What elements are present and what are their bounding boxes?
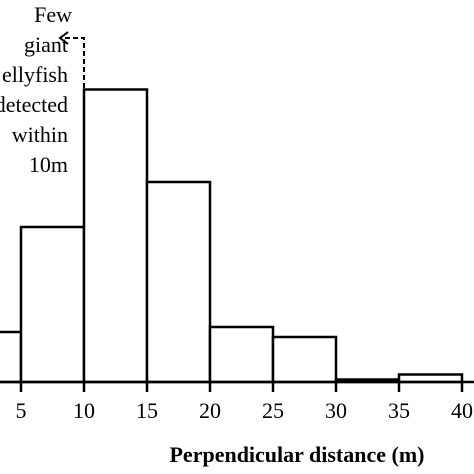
x-tick-label-40: 40 — [451, 398, 473, 423]
annotation-arrowhead — [58, 31, 69, 45]
bar-10-15 — [82, 88, 149, 384]
x-tick-label-5: 5 — [16, 398, 27, 423]
x-axis-label: Perpendicular distance (m) — [169, 442, 424, 467]
annotation-line-5: 10m — [29, 152, 68, 177]
bars-group — [0, 88, 464, 384]
bar-0-5 — [0, 330, 23, 384]
annotation-line-3: detected — [0, 92, 68, 117]
x-tick-label-25: 25 — [262, 398, 284, 423]
x-tick-label-10: 10 — [73, 398, 95, 423]
x-tick-group: 5 10 15 20 25 30 35 40 — [16, 382, 473, 423]
annotation-line-1: giant — [24, 32, 68, 57]
bar-15-20 — [145, 180, 212, 384]
bar-5-10 — [19, 225, 86, 384]
bar-25-30 — [271, 335, 338, 384]
annotation-arrow-line — [62, 37, 85, 88]
annotation-line-4: within — [12, 122, 68, 147]
x-tick-label-15: 15 — [136, 398, 158, 423]
x-tick-label-30: 30 — [325, 398, 347, 423]
x-tick-label-35: 35 — [388, 398, 410, 423]
bar-20-25 — [208, 325, 275, 384]
annotation-arrow — [58, 31, 85, 88]
annotation-line-0: Few — [34, 2, 72, 27]
annotation-line-2: jellyfish — [0, 62, 68, 87]
annotation: Few giant jellyfish detected within 10m — [0, 2, 72, 177]
x-tick-label-20: 20 — [199, 398, 221, 423]
